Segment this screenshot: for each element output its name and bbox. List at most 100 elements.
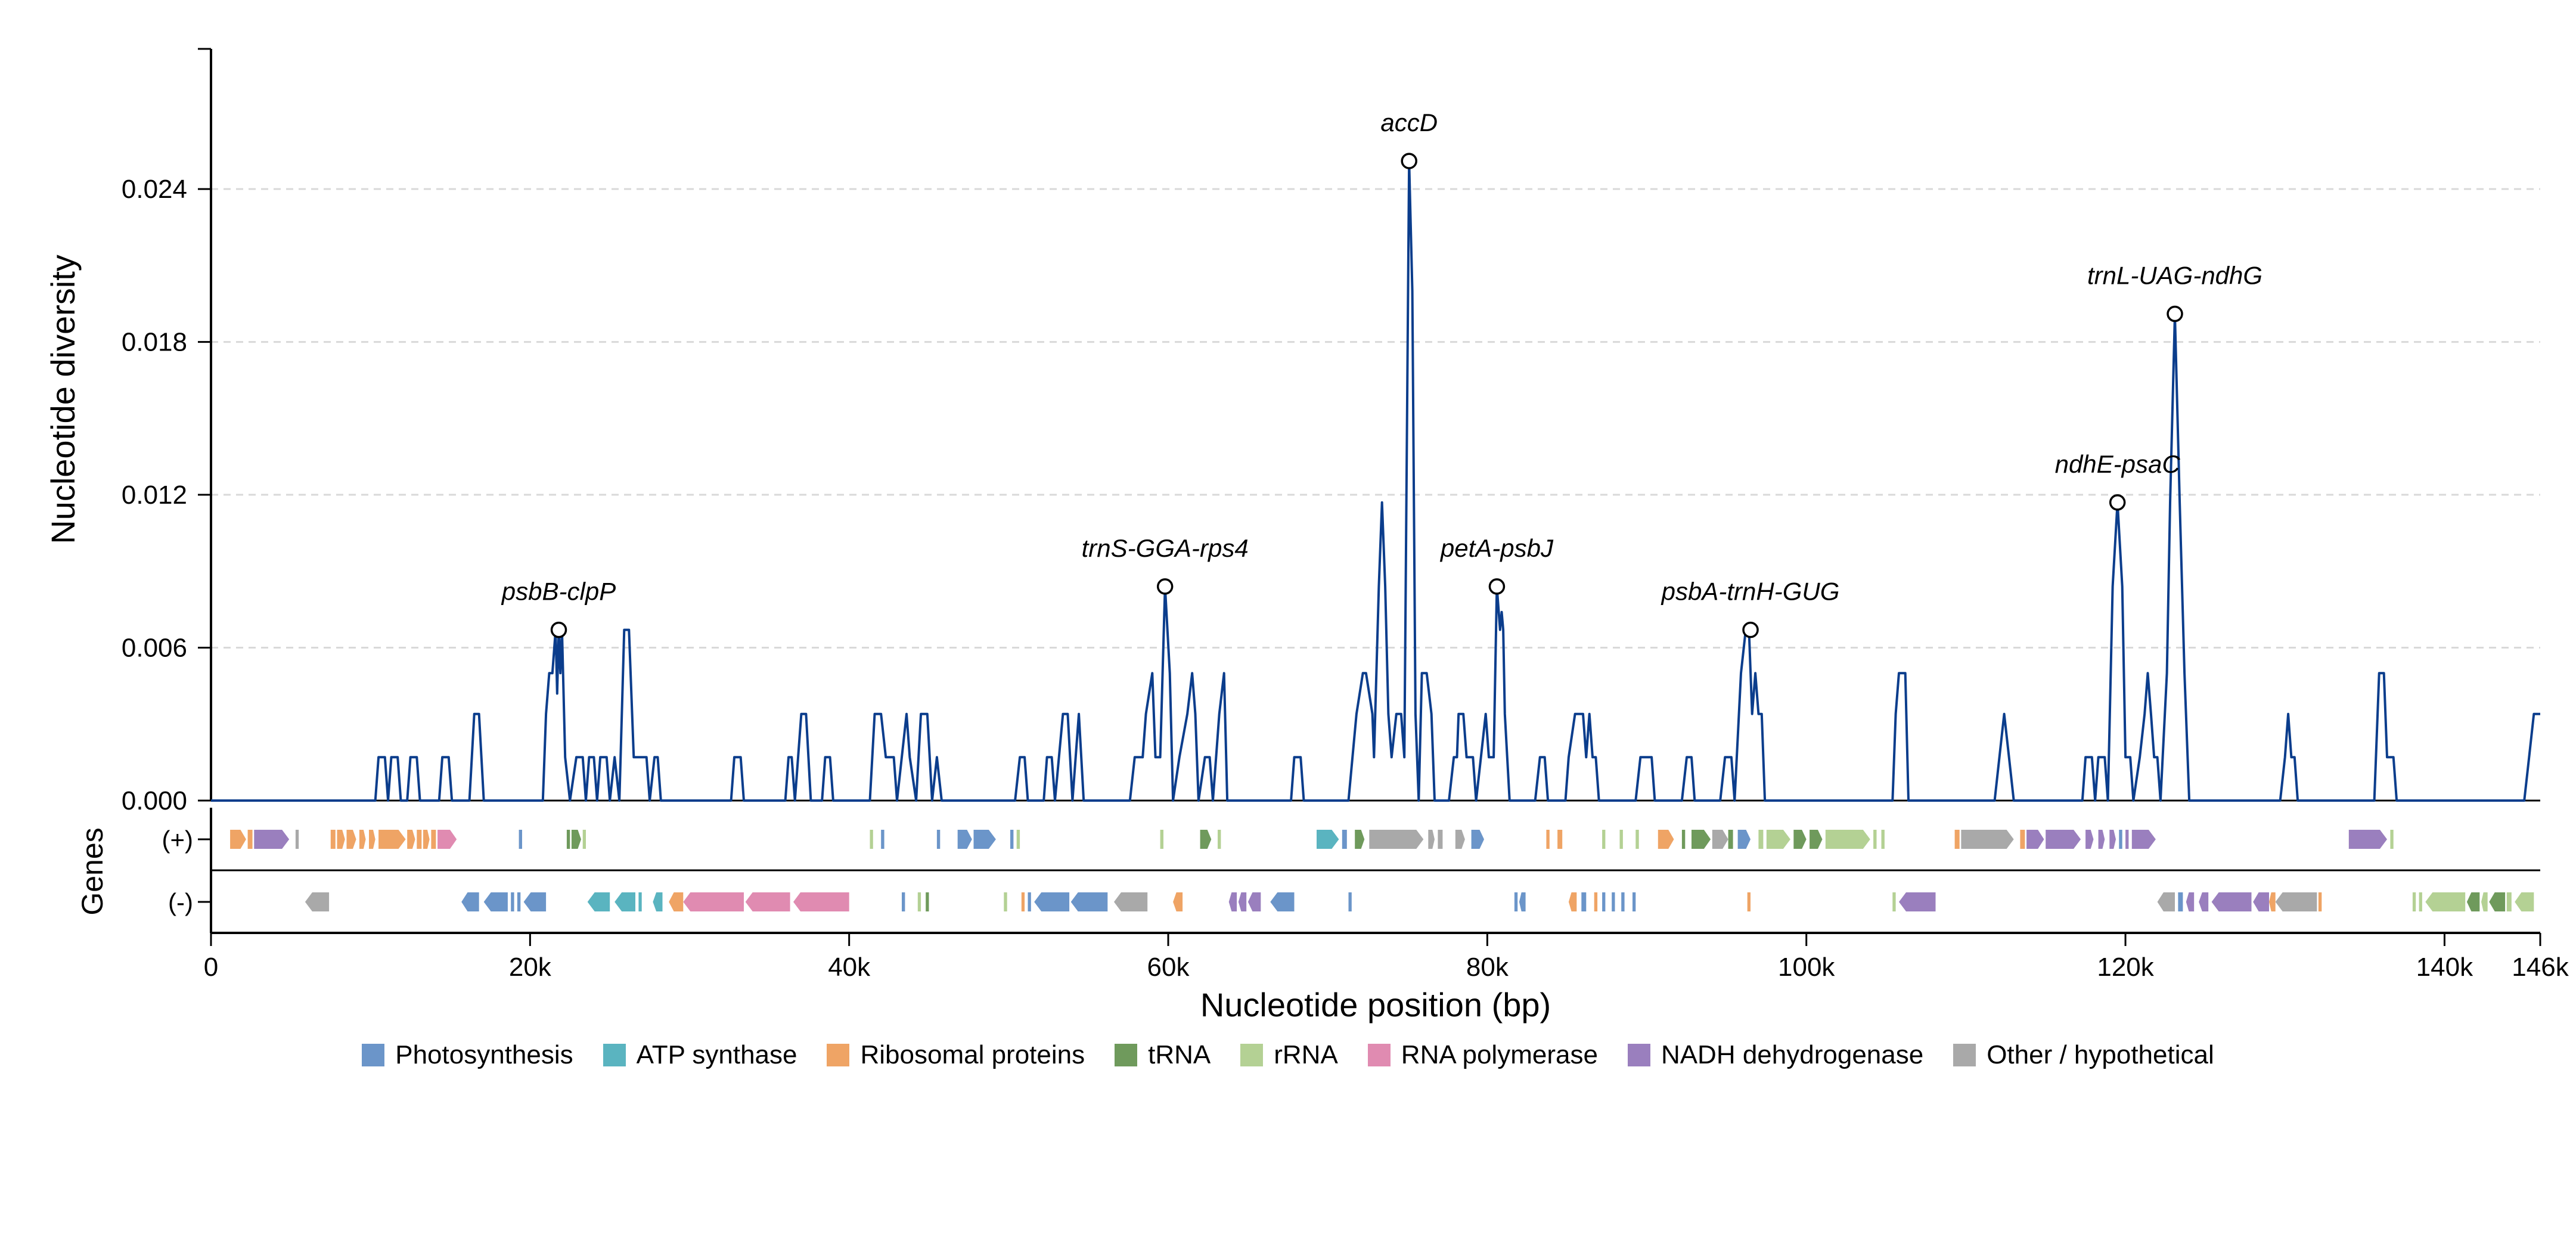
gene-glyph <box>653 892 663 911</box>
x-tick-label: 120k <box>2097 953 2154 982</box>
gene-glyph <box>926 892 929 911</box>
gene-glyph <box>346 830 356 849</box>
peak-label: psbB-clpP <box>501 578 616 606</box>
gene-glyph <box>1594 892 1598 911</box>
gene-glyph <box>957 830 972 849</box>
diversity-line-layer <box>211 160 2540 802</box>
gene-glyph <box>230 830 246 849</box>
gene-glyph <box>305 892 330 911</box>
legend-item: Other / hypothetical <box>1953 1040 2214 1070</box>
y-tick-label: 0.000 <box>122 786 187 815</box>
gene-glyph <box>2131 830 2156 849</box>
peak-marker <box>1401 153 1417 169</box>
gene-glyph <box>1961 830 2014 849</box>
gene-glyph <box>2425 892 2466 911</box>
x-tick-label: 80k <box>1466 953 1509 982</box>
peak-label: ndhE-psaC <box>2055 450 2181 478</box>
peak-marker <box>550 621 567 638</box>
gene-glyph <box>566 830 570 849</box>
gene-glyph <box>1793 830 1807 849</box>
gene-glyph <box>745 892 790 911</box>
legend-label: Photosynthesis <box>395 1040 573 1069</box>
gene-glyph <box>1160 830 1163 849</box>
gene-glyph <box>431 830 436 849</box>
legend-swatch <box>1953 1044 1976 1066</box>
x-axis-title: Nucleotide position (bp) <box>1200 986 1551 1024</box>
legend-item: Photosynthesis <box>362 1040 573 1070</box>
gene-glyph <box>2412 892 2416 911</box>
gene-glyph <box>669 892 684 911</box>
legend-item: rRNA <box>1240 1040 1338 1070</box>
gene-glyph <box>1455 830 1465 849</box>
gene-glyph <box>2157 892 2175 911</box>
x-tick-label: 60k <box>1147 953 1190 982</box>
peak-label: trnS-GGA-rps4 <box>1082 534 1249 562</box>
gene-glyph <box>295 830 299 849</box>
legend-label: tRNA <box>1148 1040 1211 1069</box>
gene-glyph <box>1737 830 1751 849</box>
gene-glyph <box>1270 892 1295 911</box>
gene-glyph <box>517 892 521 911</box>
gene-glyph <box>330 830 336 849</box>
gene-glyph <box>2186 892 2195 911</box>
peak-label: petA-psbJ <box>1439 534 1554 562</box>
legend-swatch <box>1367 1044 1391 1066</box>
gene-glyph <box>337 830 345 849</box>
gene-glyph <box>1355 830 1365 849</box>
gene-glyph <box>1712 830 1728 849</box>
peak-markers: psbB-clpP trnS-GGA-rps4 accD petA-psbJ psbA-… <box>501 108 2262 638</box>
peak-marker <box>2167 305 2183 322</box>
gene-glyph <box>247 830 253 849</box>
gene-glyph <box>1021 892 1025 911</box>
gene-glyph <box>936 830 941 849</box>
gene-glyph <box>793 892 849 911</box>
genes-track-title: Genes <box>76 827 109 915</box>
gene-glyph <box>1317 830 1339 849</box>
y-tick-label: 0.024 <box>122 175 187 204</box>
gene-glyph <box>1581 892 1587 911</box>
gene-glyph <box>2515 892 2534 911</box>
gene-glyph <box>902 892 905 911</box>
peak-marker <box>1488 578 1506 595</box>
gene-glyph <box>2046 830 2081 849</box>
legend-item: NADH dehydrogenase <box>1627 1040 1924 1070</box>
diversity-line <box>211 160 2540 802</box>
gene-glyph <box>359 830 366 849</box>
legend-swatch <box>1115 1044 1138 1066</box>
gene-glyph <box>638 892 642 911</box>
gene-glyph <box>1899 892 1936 911</box>
legend-label: ATP synthase <box>636 1040 797 1069</box>
strand-label: (+) <box>162 826 194 854</box>
gene-glyph <box>582 830 586 849</box>
gene-glyph <box>1758 830 1764 849</box>
legend-label: Ribosomal proteins <box>860 1040 1085 1069</box>
gene-glyph <box>1602 892 1606 911</box>
gene-glyph <box>2390 830 2394 849</box>
gene-glyph <box>1810 830 1823 849</box>
gene-glyph <box>917 892 921 911</box>
gene-glyph <box>378 830 406 849</box>
gene-glyph <box>1892 892 1896 911</box>
gene-glyph <box>1632 892 1636 911</box>
gene-glyph <box>1681 830 1686 849</box>
legend-swatch <box>1627 1044 1650 1066</box>
gene-glyph <box>369 830 375 849</box>
legend-swatch <box>603 1044 626 1066</box>
gene-glyph <box>1692 830 1711 849</box>
gene-glyph <box>2125 830 2129 849</box>
gene-glyph <box>1954 830 1960 849</box>
gene-glyph <box>2275 892 2317 911</box>
legend-item: Ribosomal proteins <box>827 1040 1085 1070</box>
legend-label: NADH dehydrogenase <box>1661 1040 1924 1069</box>
tick-labels: 0.000 0.006 0.012 0.018 0.024 (+) (-) 0 20k 40k 60… <box>122 175 2569 982</box>
gene-glyph <box>571 830 581 849</box>
x-tick-label: 146k <box>2512 953 2569 982</box>
gene-glyph <box>423 830 430 849</box>
x-tick-label: 40k <box>828 953 871 982</box>
gene-glyph <box>519 830 522 849</box>
gene-glyph <box>1428 830 1435 849</box>
gene-glyph <box>1619 830 1623 849</box>
peak-label: trnL-UAG-ndhG <box>2087 262 2262 290</box>
gene-glyph <box>2489 892 2506 911</box>
